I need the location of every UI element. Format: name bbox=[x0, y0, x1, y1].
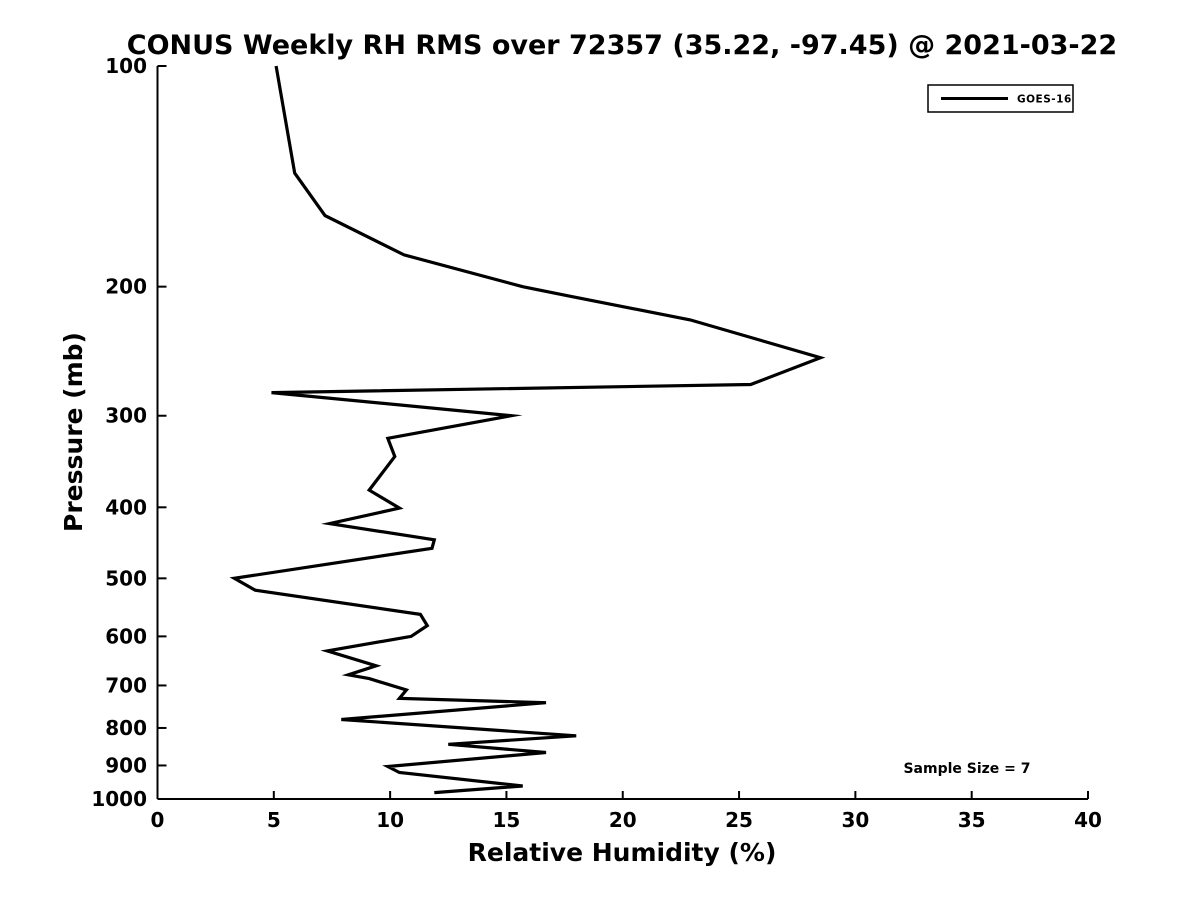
x-axis-label: Relative Humidity (%) bbox=[468, 838, 777, 867]
x-tick-label: 10 bbox=[376, 808, 404, 832]
y-tick-label: 1000 bbox=[91, 787, 147, 811]
legend-label: GOES-16 bbox=[1017, 94, 1072, 106]
y-tick-label: 700 bbox=[105, 673, 147, 697]
x-tick-label: 0 bbox=[151, 808, 165, 832]
y-tick-group: 100 200 300 400 500 600 700 800 900 1000 bbox=[91, 54, 167, 811]
y-tick-label: 800 bbox=[105, 716, 147, 740]
axes: 100 200 300 400 500 600 700 800 900 1000 0 5 10 15 20… bbox=[91, 54, 1102, 832]
y-tick-label: 900 bbox=[105, 753, 147, 777]
y-tick-label: 400 bbox=[105, 495, 147, 519]
sample-size-note: Sample Size = 7 bbox=[903, 761, 1030, 777]
rh-rms-curve bbox=[229, 65, 826, 795]
y-tick-label: 600 bbox=[105, 624, 147, 648]
chart-title: CONUS Weekly RH RMS over 72357 (35.22, -… bbox=[127, 30, 1117, 61]
y-axis-label: Pressure (mb) bbox=[59, 332, 88, 532]
legend: GOES-16 bbox=[927, 84, 1074, 113]
x-tick-label: 35 bbox=[958, 808, 986, 832]
x-tick-label: 5 bbox=[267, 808, 281, 832]
x-tick-label: 40 bbox=[1074, 808, 1102, 832]
y-tick-label: 200 bbox=[105, 275, 147, 299]
x-tick-group: 0 5 10 15 20 25 30 35 40 bbox=[151, 791, 1102, 832]
x-tick-label: 30 bbox=[841, 808, 869, 832]
y-tick-label: 500 bbox=[105, 566, 147, 590]
x-tick-label: 20 bbox=[609, 808, 637, 832]
y-tick-label: 100 bbox=[105, 54, 147, 78]
x-tick-label: 25 bbox=[725, 808, 753, 832]
x-tick-label: 15 bbox=[493, 808, 521, 832]
y-tick-label: 300 bbox=[105, 404, 147, 428]
